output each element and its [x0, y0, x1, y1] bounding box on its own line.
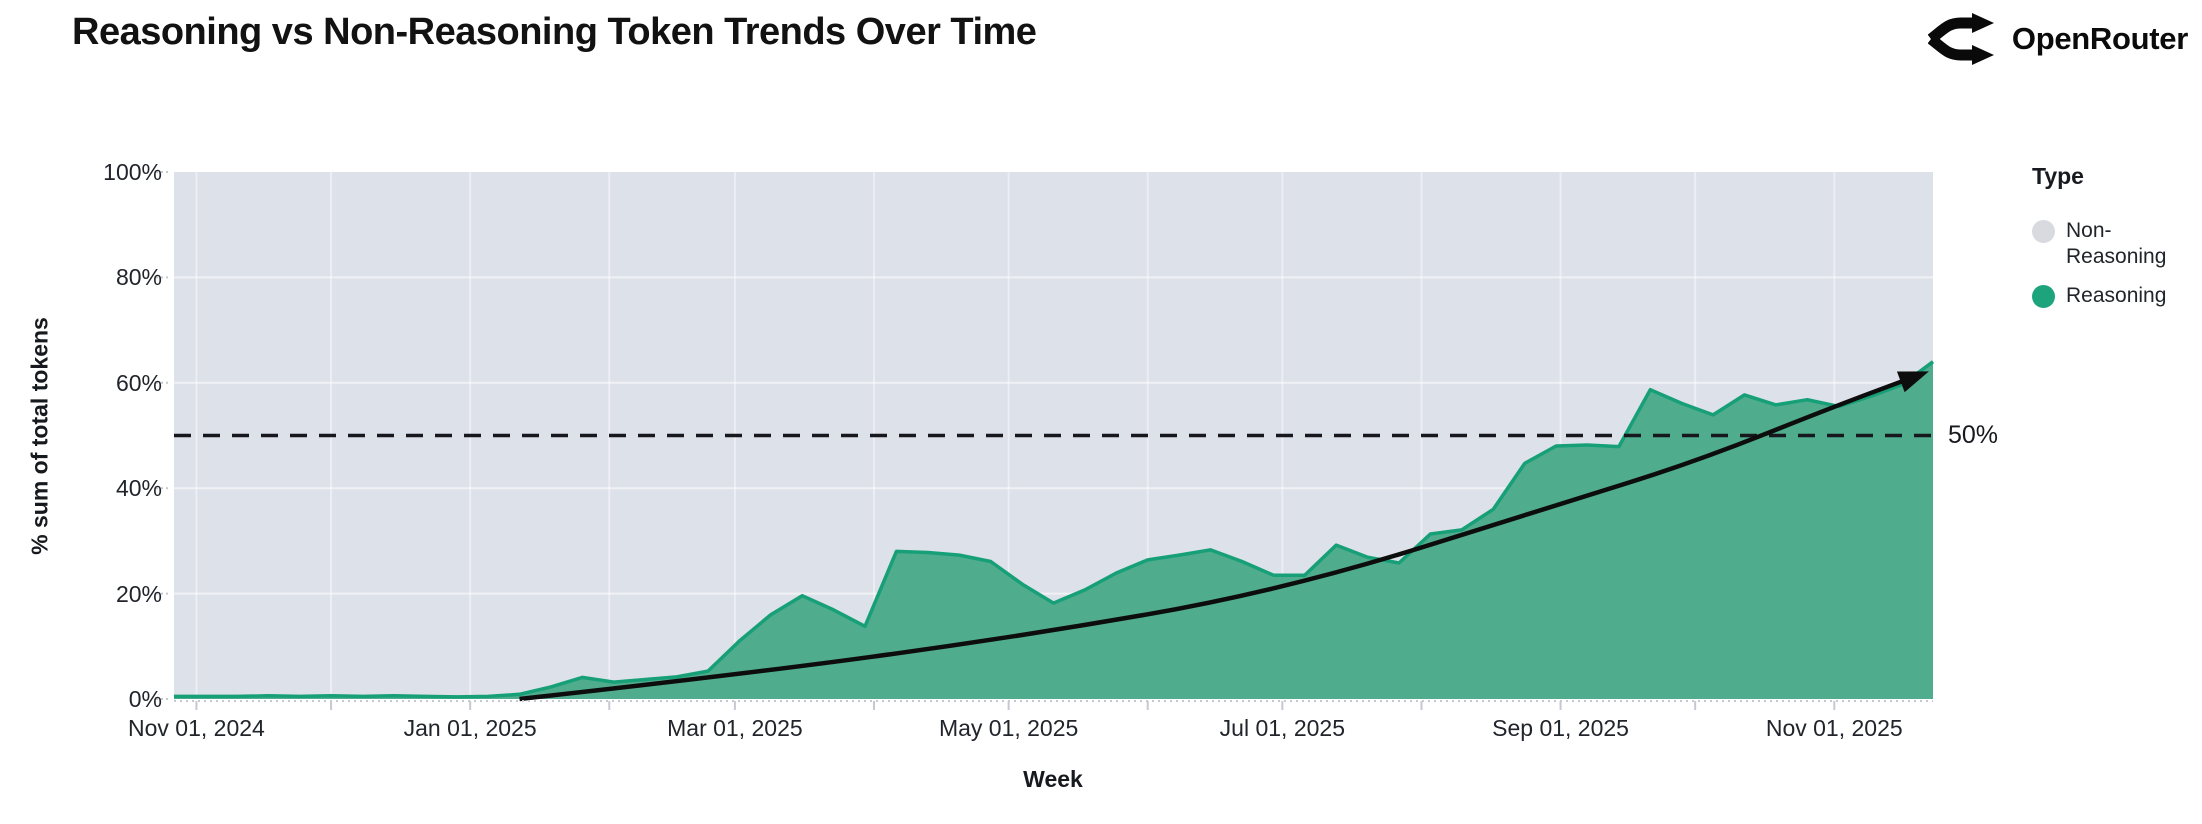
legend-item-label: Reasoning: [2066, 284, 2167, 307]
brand-lockup: OpenRouter: [1927, 8, 2188, 70]
x-tick-label: May 01, 2025: [938, 715, 1079, 741]
legend-item-label: Non-Reasoning: [2066, 219, 2167, 268]
x-tick-label: Mar 01, 2025: [667, 715, 803, 741]
trend-line: [519, 372, 1921, 702]
x-tick-label: Nov 01, 2025: [1765, 715, 1903, 741]
x-tick-label: Sep 01, 2025: [1492, 715, 1629, 741]
y-tick-label: 80%: [115, 264, 162, 291]
non-reasoning-swatch-icon: [2032, 220, 2055, 243]
axis-ticks: [156, 171, 1933, 710]
legend: Type Non-Reasoning Reasoning: [2032, 163, 2200, 322]
y-tick-label: 60%: [115, 369, 162, 396]
legend-title: Type: [2032, 163, 2084, 189]
reasoning-area-line: [174, 360, 1935, 699]
reasoning-swatch-icon: [2032, 285, 2055, 308]
y-tick-label: 0%: [128, 686, 162, 712]
y-tick-label: 100%: [103, 159, 162, 185]
x-tick-label: Nov 01, 2024: [128, 715, 265, 741]
x-axis-title: Week: [1023, 766, 1083, 792]
fifty-percent-annotation: 50%: [1948, 420, 1999, 449]
reasoning-area-series: [174, 360, 1935, 699]
x-tick-label: Jul 01, 2025: [1219, 715, 1345, 741]
trend-arrowhead-icon: [1896, 371, 1929, 393]
x-tick-label: Jan 01, 2025: [403, 715, 537, 741]
page-title: Reasoning vs Non-Reasoning Token Trends …: [72, 11, 1037, 53]
openrouter-logo-icon: [1927, 13, 1994, 65]
legend-item-non-reasoning[interactable]: Non-Reasoning: [2032, 218, 2200, 270]
reasoning-area-fill: [174, 361, 1933, 699]
trend-arrow: [519, 371, 1929, 702]
brand-name: OpenRouter: [2011, 21, 2188, 56]
legend-item-reasoning[interactable]: Reasoning: [2032, 283, 2200, 309]
y-tick-label: 40%: [115, 475, 162, 502]
y-axis-title: % sum of total tokens: [26, 317, 53, 555]
y-tick-label: 20%: [115, 580, 162, 607]
